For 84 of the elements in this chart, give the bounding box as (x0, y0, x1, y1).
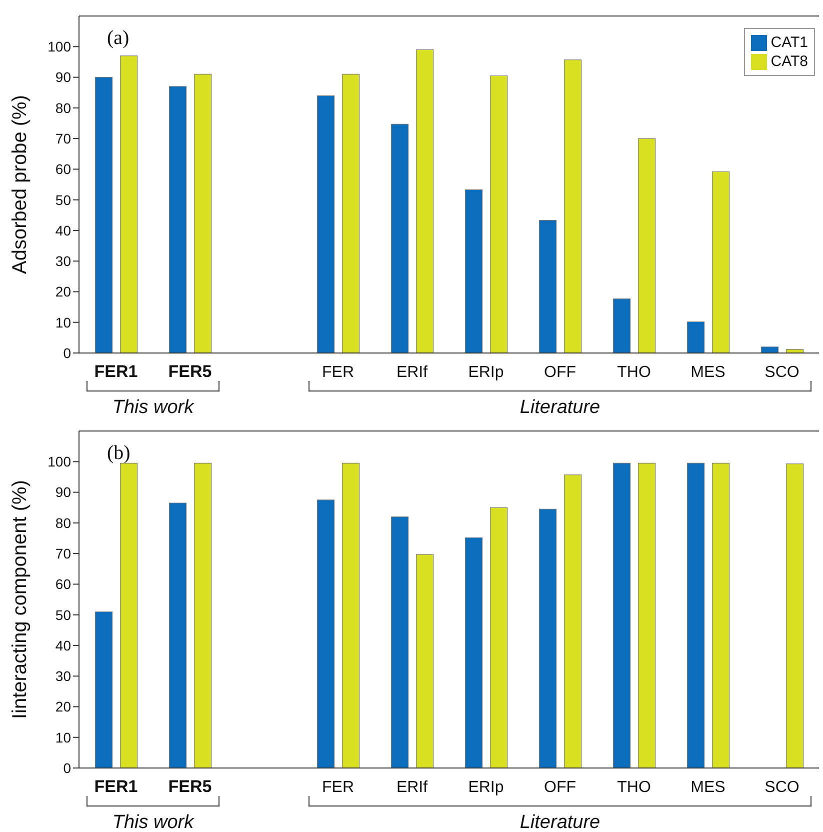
bar (564, 60, 582, 353)
x-tick-label: FER1 (94, 777, 138, 796)
x-tick-label: FER (322, 364, 354, 381)
bar (760, 346, 779, 353)
x-tick-label: FER (322, 779, 354, 796)
y-tick-label: 60 (55, 576, 72, 592)
bar (194, 462, 212, 768)
bar (168, 502, 187, 768)
y-tick-label: 40 (55, 637, 72, 654)
x-tick-label: SCO (764, 364, 800, 381)
y-tick-label: 50 (55, 606, 72, 623)
y-tick-label: 80 (55, 514, 72, 531)
bar (686, 321, 705, 353)
bar (94, 76, 113, 353)
x-tick-label: MES (690, 364, 726, 381)
y-tick-label: 60 (55, 161, 72, 178)
y-tick-label: 50 (55, 192, 72, 208)
legend-label: CAT8 (770, 53, 808, 70)
y-tick-label: 10 (55, 729, 72, 746)
y-tick-label: 100 (48, 454, 72, 470)
y-tick-label: 80 (55, 100, 72, 116)
y-tick-label: 0 (63, 760, 72, 776)
bar (194, 74, 212, 353)
bar (712, 171, 730, 353)
x-tick-label: OFF (544, 779, 576, 796)
bar (342, 74, 360, 353)
bar (564, 474, 582, 768)
y-tick-label: 20 (55, 698, 72, 715)
bar (464, 537, 483, 768)
bar (786, 463, 804, 768)
x-tick-label: FER5 (168, 362, 212, 381)
bar (612, 298, 631, 353)
y-axis-title: Iinteracting component (%) (9, 480, 32, 720)
bar (168, 86, 187, 353)
bar (490, 507, 508, 768)
annotation: (a) (107, 27, 130, 49)
x-tick-label: OFF (544, 364, 576, 381)
y-tick-label: 90 (55, 484, 72, 500)
y-tick-label: 0 (63, 344, 72, 361)
bar (612, 462, 631, 768)
text: Literature (520, 397, 600, 418)
x-tick-label: THO (617, 779, 651, 796)
legend-label: CAT1 (770, 34, 808, 51)
text: This work (112, 397, 196, 418)
bar (638, 462, 656, 768)
bar (464, 189, 483, 353)
bar (390, 516, 409, 768)
bar (638, 138, 656, 353)
bar (416, 49, 434, 353)
bar (490, 75, 508, 353)
y-tick-label: 70 (55, 546, 72, 562)
y-axis-title: Adsorbed probe (%) (9, 95, 32, 274)
x-tick-label: ERIf (396, 779, 428, 796)
bar (342, 462, 360, 768)
y-tick-label: 10 (55, 314, 72, 330)
annotation: (b) (107, 442, 130, 464)
y-tick-label: 30 (55, 253, 72, 270)
text: Literature (520, 812, 600, 832)
bar (538, 220, 557, 353)
bar (316, 500, 335, 768)
x-tick-label: ERIf (396, 364, 428, 381)
y-tick-label: 20 (55, 284, 72, 300)
bar (120, 56, 138, 353)
x-tick-label: THO (617, 364, 651, 381)
bar (120, 462, 138, 768)
x-tick-label: ERIp (468, 364, 504, 381)
x-tick-label: MES (690, 779, 726, 796)
y-tick-label: 40 (55, 222, 72, 238)
bar (712, 462, 730, 768)
bar (686, 462, 705, 768)
x-tick-label: FER1 (94, 362, 138, 381)
bar (538, 508, 557, 768)
y-tick-label: 70 (55, 130, 72, 147)
bar (416, 554, 434, 768)
y-tick-label: 90 (55, 69, 72, 86)
x-tick-label: SCO (764, 779, 800, 796)
bar (390, 124, 409, 353)
y-tick-label: 100 (48, 38, 72, 55)
y-tick-label: 30 (55, 668, 72, 684)
text: This work (112, 812, 196, 832)
x-tick-label: ERIp (468, 779, 504, 796)
bar (94, 611, 113, 768)
x-tick-label: FER5 (168, 777, 212, 796)
bar (316, 95, 335, 353)
